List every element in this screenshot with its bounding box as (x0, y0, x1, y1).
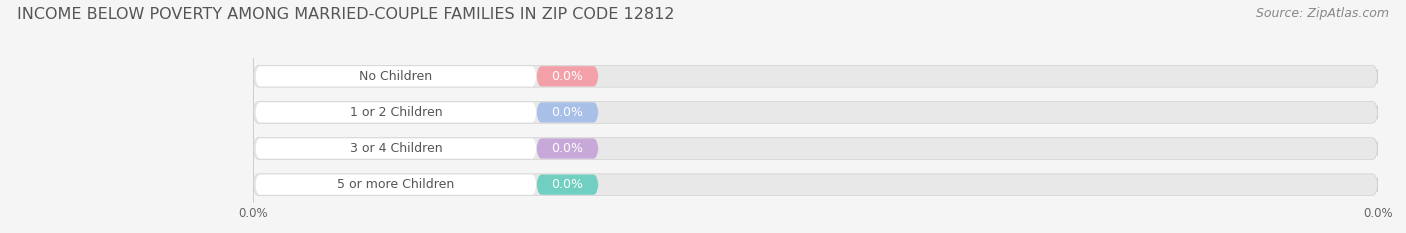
FancyBboxPatch shape (253, 138, 1378, 159)
FancyBboxPatch shape (256, 102, 537, 123)
FancyBboxPatch shape (253, 102, 1378, 123)
Text: 0.0%: 0.0% (551, 70, 583, 83)
FancyBboxPatch shape (256, 175, 537, 195)
Text: 1 or 2 Children: 1 or 2 Children (350, 106, 443, 119)
Text: Source: ZipAtlas.com: Source: ZipAtlas.com (1256, 7, 1389, 20)
Text: 0.0%: 0.0% (551, 106, 583, 119)
FancyBboxPatch shape (537, 175, 599, 195)
Text: 5 or more Children: 5 or more Children (337, 178, 454, 191)
Text: INCOME BELOW POVERTY AMONG MARRIED-COUPLE FAMILIES IN ZIP CODE 12812: INCOME BELOW POVERTY AMONG MARRIED-COUPL… (17, 7, 675, 22)
Text: 0.0%: 0.0% (551, 142, 583, 155)
FancyBboxPatch shape (253, 65, 1378, 87)
FancyBboxPatch shape (537, 138, 599, 159)
Text: 0.0%: 0.0% (551, 178, 583, 191)
Text: 3 or 4 Children: 3 or 4 Children (350, 142, 443, 155)
FancyBboxPatch shape (537, 102, 599, 123)
FancyBboxPatch shape (256, 138, 537, 159)
FancyBboxPatch shape (256, 66, 537, 86)
FancyBboxPatch shape (537, 66, 599, 86)
FancyBboxPatch shape (253, 174, 1378, 195)
Text: No Children: No Children (360, 70, 433, 83)
